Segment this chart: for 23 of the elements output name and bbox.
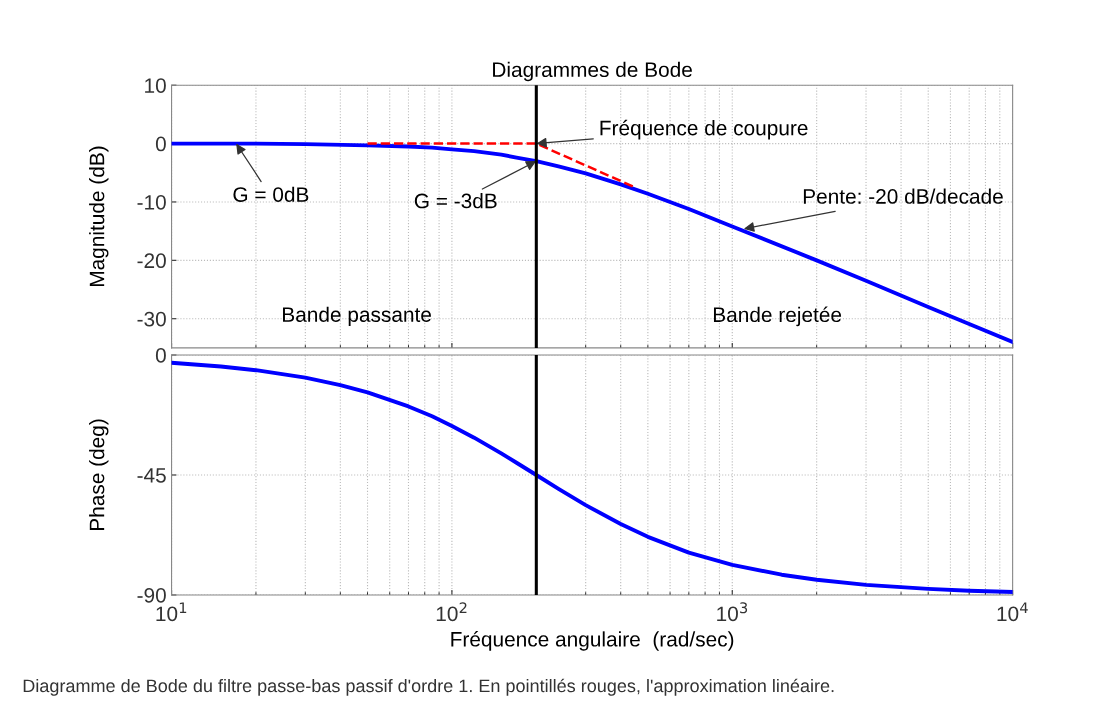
- y-tick-label: 0: [155, 136, 166, 152]
- y-axis-title: Phase (deg): [89, 419, 109, 531]
- y-tick-label: -10: [137, 194, 166, 210]
- annotation: Bande passante: [283, 306, 431, 327]
- annotation: Pente: -20 dB/decade: [803, 188, 1003, 204]
- y-tick-label: -30: [137, 311, 166, 327]
- annotation: G = -3dB: [414, 193, 497, 209]
- x-tick-label: 10$^{1}$: [156, 602, 187, 622]
- y-tick-label: 10: [145, 78, 166, 93]
- annotation: Bande rejetée: [713, 306, 842, 327]
- text: Diagramme de Bode du filtre passe-bas passif d'ordre 1. En pointillés rouges, l'approximation linéaire.: [23, 678, 834, 696]
- chart-title: Diagrammes de Bode: [493, 61, 692, 82]
- y-tick-label: 0: [155, 348, 166, 363]
- x-tick-label: 10$^{3}$: [717, 602, 748, 622]
- y-axis-title: Magnitude (dB): [89, 146, 109, 287]
- x-tick-label: 10$^{4}$: [997, 602, 1028, 622]
- y-tick-label: -45: [137, 468, 166, 483]
- annotation: G = 0dB: [233, 186, 309, 202]
- x-axis-title: Fréquence angulaire (rad/sec): [451, 631, 734, 651]
- y-tick-label: -20: [137, 253, 166, 269]
- y-tick-label: -90: [137, 587, 166, 603]
- x-tick-label: 10$^{2}$: [436, 602, 467, 622]
- annotation: Fréquence de coupure: [600, 119, 808, 140]
